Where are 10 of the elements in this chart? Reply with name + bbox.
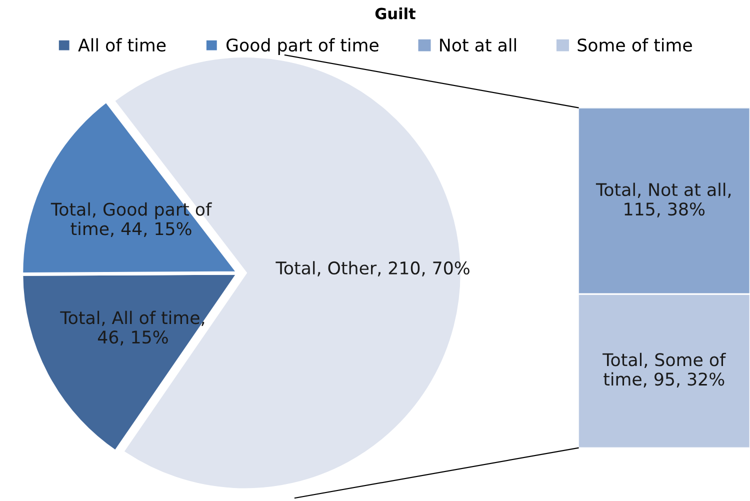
chart-title: Guilt: [375, 8, 416, 20]
data-label: Total, All of time, 46, 15%: [60, 310, 204, 346]
legend-label: Not at all: [440, 38, 516, 52]
data-label: Total, Other, 210, 70%: [276, 261, 470, 276]
legend-label: Some of time: [578, 38, 692, 52]
data-label: Total, Some of time, 95, 32%: [602, 352, 726, 388]
data-label: Total, Not at all, 115, 38%: [596, 182, 731, 218]
data-label: Total, Good part of time, 44, 15%: [50, 202, 212, 238]
legend-label: All of time: [78, 38, 166, 52]
legend-label: Good part of time: [226, 38, 378, 55]
